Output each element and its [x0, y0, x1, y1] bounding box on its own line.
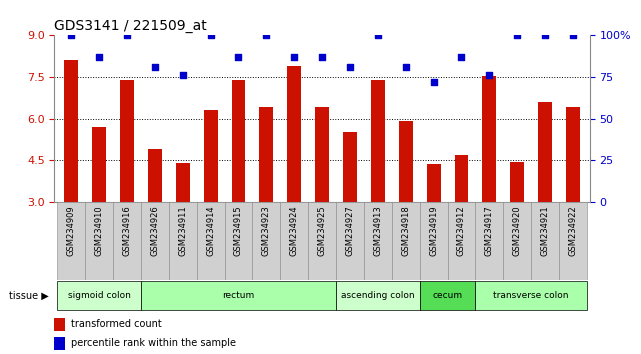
Bar [420, 281, 476, 310]
Bar [315, 108, 329, 202]
Bar [141, 281, 336, 310]
Point [428, 79, 438, 85]
Bar [54, 337, 65, 350]
Bar [308, 202, 336, 280]
Bar [454, 155, 469, 202]
Point [206, 33, 216, 38]
Bar [260, 108, 273, 202]
Point [66, 33, 76, 38]
Text: GSM234926: GSM234926 [151, 206, 160, 256]
Text: GSM234915: GSM234915 [234, 206, 243, 256]
Bar [57, 202, 85, 280]
Bar [169, 202, 197, 280]
Text: GSM234920: GSM234920 [513, 206, 522, 256]
Text: GSM234921: GSM234921 [540, 206, 549, 256]
Bar [120, 80, 134, 202]
Bar [483, 76, 496, 202]
Bar [476, 202, 503, 280]
Bar [224, 202, 253, 280]
Bar [253, 202, 280, 280]
Text: GSM234913: GSM234913 [373, 206, 382, 256]
Bar [364, 202, 392, 280]
Text: GSM234914: GSM234914 [206, 206, 215, 256]
Text: GSM234922: GSM234922 [569, 206, 578, 256]
Bar [92, 127, 106, 202]
Bar [176, 163, 190, 202]
Text: GSM234916: GSM234916 [122, 206, 131, 256]
Text: GDS3141 / 221509_at: GDS3141 / 221509_at [54, 19, 207, 33]
Bar [64, 60, 78, 202]
Point [401, 64, 411, 70]
Bar [392, 202, 420, 280]
Text: GSM234910: GSM234910 [95, 206, 104, 256]
Point [289, 54, 299, 60]
Bar [476, 281, 587, 310]
Point [122, 33, 132, 38]
Text: cecum: cecum [433, 291, 463, 300]
Text: percentile rank within the sample: percentile rank within the sample [71, 338, 235, 348]
Text: GSM234918: GSM234918 [401, 206, 410, 256]
Bar [510, 161, 524, 202]
Text: transverse colon: transverse colon [494, 291, 569, 300]
Bar [141, 202, 169, 280]
Text: GSM234912: GSM234912 [457, 206, 466, 256]
Text: GSM234923: GSM234923 [262, 206, 271, 256]
Point [512, 33, 522, 38]
Bar [85, 202, 113, 280]
Bar [371, 80, 385, 202]
Bar [231, 80, 246, 202]
Point [94, 54, 104, 60]
Bar [420, 202, 447, 280]
Point [372, 33, 383, 38]
Point [317, 54, 328, 60]
Point [178, 73, 188, 78]
Text: ascending colon: ascending colon [341, 291, 415, 300]
Text: GSM234919: GSM234919 [429, 206, 438, 256]
Text: rectum: rectum [222, 291, 254, 300]
Text: tissue ▶: tissue ▶ [10, 291, 49, 301]
Text: GSM234909: GSM234909 [67, 206, 76, 256]
Bar [57, 281, 141, 310]
Bar [54, 318, 65, 331]
Bar [148, 149, 162, 202]
Point [345, 64, 355, 70]
Bar [287, 66, 301, 202]
Text: GSM234927: GSM234927 [345, 206, 354, 256]
Bar [427, 164, 440, 202]
Point [456, 54, 467, 60]
Bar [559, 202, 587, 280]
Bar [336, 281, 420, 310]
Bar [399, 121, 413, 202]
Bar [531, 202, 559, 280]
Text: sigmoid colon: sigmoid colon [68, 291, 131, 300]
Text: GSM234917: GSM234917 [485, 206, 494, 256]
Text: GSM234924: GSM234924 [290, 206, 299, 256]
Text: transformed count: transformed count [71, 319, 162, 329]
Bar [503, 202, 531, 280]
Bar [343, 132, 357, 202]
Bar [113, 202, 141, 280]
Point [540, 33, 550, 38]
Point [262, 33, 272, 38]
Point [150, 64, 160, 70]
Bar [204, 110, 217, 202]
Bar [566, 108, 580, 202]
Bar [197, 202, 224, 280]
Bar [280, 202, 308, 280]
Bar [336, 202, 364, 280]
Point [484, 73, 494, 78]
Text: GSM234911: GSM234911 [178, 206, 187, 256]
Bar [447, 202, 476, 280]
Bar [538, 102, 552, 202]
Text: GSM234925: GSM234925 [317, 206, 327, 256]
Point [568, 33, 578, 38]
Point [233, 54, 244, 60]
